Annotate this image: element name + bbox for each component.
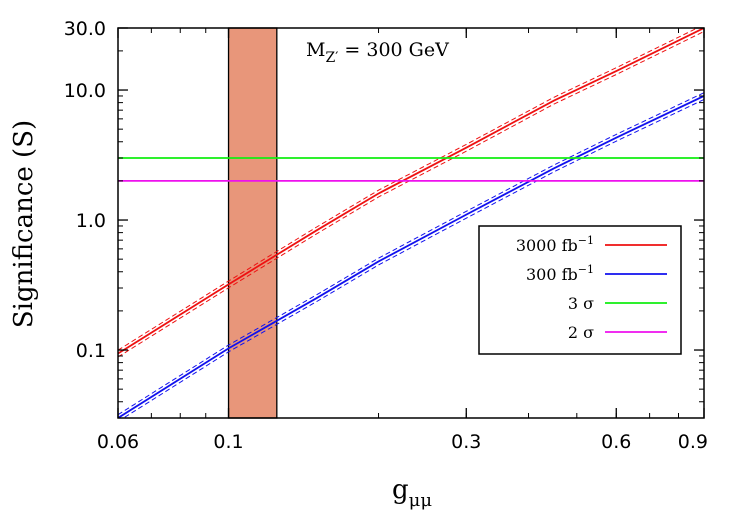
x-tick-label: 0.6 xyxy=(601,431,631,453)
annotation-rest: = 300 GeV xyxy=(338,39,449,61)
x-tick-label: 0.9 xyxy=(678,431,708,453)
legend-label-superscript: −1 xyxy=(578,263,594,276)
legend-label-base: 3 σ xyxy=(568,294,594,313)
x-tick-label: 0.06 xyxy=(97,431,139,453)
legend-label: 3 σ xyxy=(568,294,594,313)
axis-layer: 0.1 1.0 10.0 30.0 0.06 0.1 0.3 0.6 0.9 xyxy=(64,18,708,453)
mass-annotation: MZ′ = 300 GeV xyxy=(306,39,449,66)
x-axis-title-subscript: μμ xyxy=(409,490,433,511)
legend-label-base: 3000 fb xyxy=(516,236,578,255)
annotation-base: M xyxy=(306,39,325,61)
plot-frame xyxy=(117,27,705,419)
x-axis-title: gμμ xyxy=(392,475,432,511)
series-1-upper-edge xyxy=(118,92,704,416)
series-1-lower-edge xyxy=(122,99,704,418)
y-tick-label: 1.0 xyxy=(76,210,106,232)
x-tick-label: 0.1 xyxy=(213,431,243,453)
series-0-line xyxy=(118,28,704,355)
y-tick-label: 10.0 xyxy=(64,80,106,102)
series-0-lower-edge xyxy=(118,31,704,358)
annotation-subscript: Z′ xyxy=(325,50,338,66)
legend-label: 2 σ xyxy=(568,323,594,342)
series-0-upper-edge xyxy=(118,28,699,351)
legend-label: 300 fb−1 xyxy=(526,263,594,284)
legend-label-base: 300 fb xyxy=(526,265,578,284)
x-axis-title-base: g xyxy=(392,475,409,505)
legend-label-base: 2 σ xyxy=(568,323,594,342)
series-0-group xyxy=(118,28,704,358)
series-layer xyxy=(118,28,704,418)
legend-label: 3000 fb−1 xyxy=(516,234,594,255)
y-tick-label: 30.0 xyxy=(64,18,106,40)
y-axis-title: Significance (S) xyxy=(9,120,39,328)
shaded-band xyxy=(227,27,278,419)
series-1-group xyxy=(118,92,704,418)
y-tick-label: 0.1 xyxy=(76,340,106,362)
series-1-line xyxy=(118,95,704,418)
x-tick-label: 0.3 xyxy=(451,431,481,453)
shaded-band-layer xyxy=(227,27,278,419)
legend-label-superscript: −1 xyxy=(578,234,594,247)
